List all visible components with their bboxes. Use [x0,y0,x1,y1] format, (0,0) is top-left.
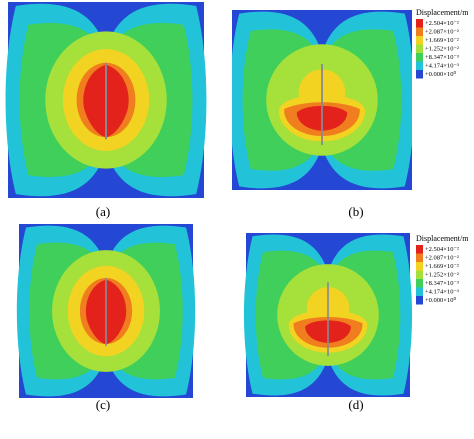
legend-label: +1.252×10⁻² [425,271,459,278]
legend-label: +0.000×10⁰ [425,70,456,78]
contour-plot [17,224,195,398]
legend-swatch [416,270,423,279]
contour-plot [244,233,412,397]
legend-title: Displacement/m [416,234,469,243]
legend-label: +1.669×10⁻² [425,37,459,44]
legend-label: +4.174×10⁻³ [425,288,459,295]
legend-swatch [416,61,423,70]
legend-label: +4.174×10⁻³ [425,62,459,69]
legend-label: +1.252×10⁻² [425,45,459,52]
legend-swatch [416,36,423,45]
legend-swatch [416,287,423,296]
contour-plot [230,10,415,190]
legend-label: +2.504×10⁻² [425,246,459,253]
panel-label: (c) [96,397,110,412]
panel-label: (a) [96,204,110,219]
legend: Displacement/m +2.504×10⁻²+2.087×10⁻² +1.6… [416,8,469,79]
legend-label: +2.504×10⁻² [425,20,459,27]
legend-title: Displacement/m [416,8,469,17]
legend-swatch [416,53,423,62]
contour-plot [6,2,207,198]
legend-swatch [416,27,423,36]
legend: Displacement/m +2.504×10⁻²+2.087×10⁻² +1.6… [416,234,469,305]
panel-label: (b) [348,204,363,219]
legend-swatch [416,262,423,271]
legend-label: +2.087×10⁻² [425,254,459,261]
legend-label: +8.347×10⁻³ [425,54,459,61]
legend-swatch [416,296,423,305]
legend-swatch [416,279,423,288]
legend-swatch [416,245,423,254]
legend-swatch [416,44,423,53]
panel-label: (d) [348,397,363,412]
legend-swatch [416,70,423,79]
legend-swatch [416,253,423,262]
legend-label: +8.347×10⁻³ [425,280,459,287]
legend-swatch [416,19,423,28]
legend-label: +0.000×10⁰ [425,296,456,304]
legend-label: +1.669×10⁻² [425,263,459,270]
legend-label: +2.087×10⁻² [425,28,459,35]
